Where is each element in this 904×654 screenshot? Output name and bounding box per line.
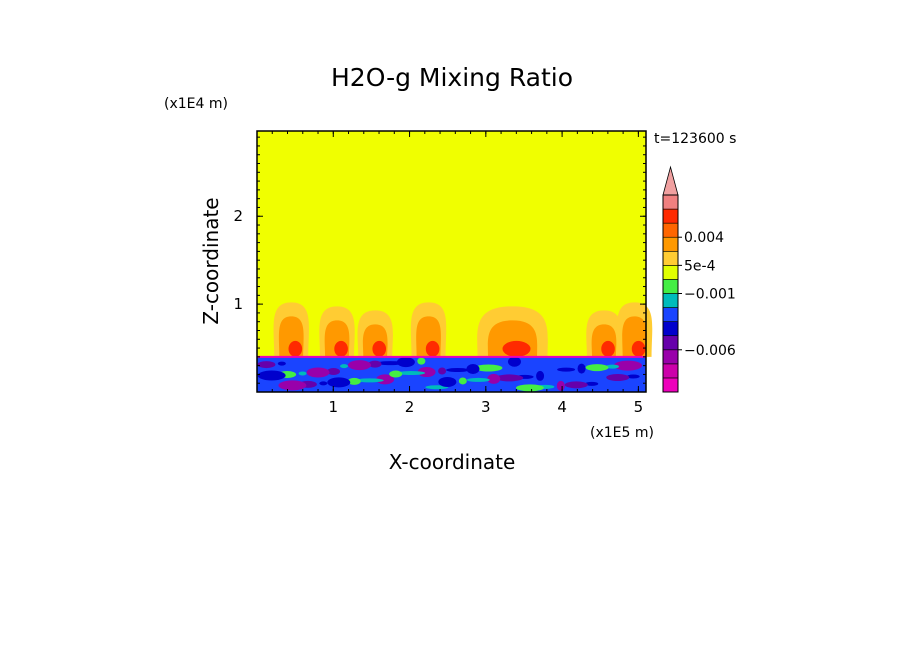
boundary-layer-blob xyxy=(376,374,395,385)
boundary-layer-blob xyxy=(319,381,328,386)
y-axis-label: Z-coordinate xyxy=(199,197,223,324)
plume-core xyxy=(425,340,440,357)
x-tick-label: 5 xyxy=(634,398,644,416)
y-tick-label: 2 xyxy=(233,207,243,225)
boundary-layer-blob xyxy=(438,376,457,387)
time-label: t=123600 s xyxy=(654,131,736,147)
boundary-layer-blob xyxy=(557,367,576,372)
boundary-layer-blob xyxy=(417,357,426,365)
colorbar-level xyxy=(662,363,679,379)
colorbar-level xyxy=(662,307,679,322)
chart-title: H2O-g Mixing Ratio xyxy=(331,63,573,92)
boundary-layer-blob xyxy=(368,360,382,368)
axis-ticks: 1 2 3 4 5 1 2 xyxy=(233,131,646,416)
x-tick-label: 2 xyxy=(405,398,415,416)
boundary-layer-blob xyxy=(556,380,565,391)
colorbar-level xyxy=(662,194,679,210)
x-scale-label: (x1E5 m) xyxy=(590,425,654,441)
colorbar-label: −0.001 xyxy=(684,287,736,303)
boundary-layer-blob xyxy=(446,368,470,373)
y-scale-label: (x1E4 m) xyxy=(164,96,228,112)
colorbar-level xyxy=(662,279,679,294)
boundary-layer-blob xyxy=(417,367,436,378)
boundary-layer-blob xyxy=(564,381,588,389)
boundary-layer-blob xyxy=(487,373,501,384)
colorbar-label: −0.006 xyxy=(684,343,736,359)
boundary-layer-blob xyxy=(376,361,405,366)
colorbar-level xyxy=(662,293,679,308)
plot-area: 1 2 3 4 5 1 2 xyxy=(233,130,653,416)
boundary-layer-blob xyxy=(355,378,384,383)
boundary-layer-blob xyxy=(340,364,349,369)
boundary-layer-blob xyxy=(438,367,447,375)
colorbar-level xyxy=(662,222,679,238)
colorbar-level xyxy=(662,321,679,337)
boundary-layer-blob xyxy=(278,380,307,391)
colorbar-level xyxy=(662,265,679,280)
boundary-layer-blob xyxy=(605,364,619,369)
boundary-layer-blob xyxy=(348,360,372,371)
boundary-layer-blob xyxy=(466,377,490,382)
colorbar-level xyxy=(662,208,679,224)
moisture-plumes xyxy=(273,302,653,357)
colorbar-label: 5e-4 xyxy=(684,258,716,274)
plume-core xyxy=(601,340,615,357)
boundary-layer-blob xyxy=(466,364,480,375)
plume-core xyxy=(631,340,646,357)
colorbar-level xyxy=(662,236,679,252)
boundary-layer-blob xyxy=(277,361,286,366)
boundary-layer-blob xyxy=(389,370,403,378)
boundary-layer-blob xyxy=(347,377,361,385)
colorbar-level xyxy=(662,349,679,365)
boundary-layer-blob xyxy=(577,363,586,374)
colorbar-overflow-arrow xyxy=(662,165,679,196)
boundary-layer xyxy=(257,355,646,392)
boundary-layer-blob xyxy=(306,367,330,378)
boundary-layer-blob xyxy=(326,367,340,375)
boundary-layer-blob xyxy=(507,356,521,367)
boundary-layer-blob xyxy=(396,357,415,368)
plume-core xyxy=(502,340,531,357)
colorbar: 0.004 5e-4 −0.001 −0.006 xyxy=(662,165,736,393)
boundary-layer-blob xyxy=(327,377,351,388)
colorbar-level xyxy=(662,335,679,351)
colorbar-level xyxy=(662,250,679,266)
boundary-layer-blob xyxy=(585,381,599,386)
plot-frame xyxy=(256,130,647,393)
plume-core xyxy=(334,340,348,357)
boundary-layer-blob xyxy=(458,377,467,385)
y-tick-label: 1 xyxy=(233,295,243,313)
x-tick-label: 3 xyxy=(481,398,491,416)
boundary-layer-blob xyxy=(298,371,307,376)
boundary-layer-blob xyxy=(626,374,640,379)
boundary-layer-blob xyxy=(585,364,609,372)
boundary-layer-blob xyxy=(606,373,630,381)
boundary-layer-blob xyxy=(425,385,449,390)
colorbar-level xyxy=(662,377,679,393)
x-axis-label: X-coordinate xyxy=(389,450,516,474)
colorbar-label: 0.004 xyxy=(684,230,724,246)
boundary-layer-blob xyxy=(495,374,524,382)
plume-core xyxy=(372,340,387,357)
boundary-layer-blob xyxy=(257,370,286,381)
boundary-layer-blob xyxy=(257,361,276,369)
boundary-layer-blob xyxy=(397,371,426,376)
x-tick-label: 1 xyxy=(329,398,339,416)
x-tick-label: 4 xyxy=(557,398,567,416)
plume-core xyxy=(288,340,303,357)
boundary-layer-blob xyxy=(536,370,545,381)
boundary-layer-blob xyxy=(515,384,544,392)
boundary-layer-blob xyxy=(474,364,503,372)
boundary-layer-blob xyxy=(613,360,642,371)
